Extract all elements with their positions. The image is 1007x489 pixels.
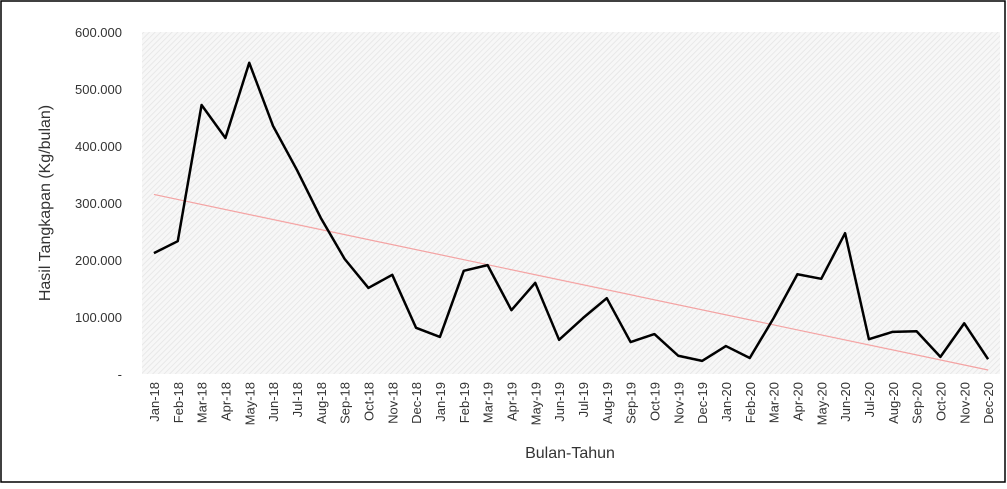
y-tick-label: 200.000 [75, 253, 122, 268]
x-tick-label: May-20 [814, 382, 829, 425]
x-tick-label: Jan-19 [433, 382, 448, 422]
y-tick-label: - [118, 367, 122, 382]
x-tick-label: Feb-20 [743, 382, 758, 423]
x-tick-label: Mar-20 [767, 382, 782, 423]
x-tick-label: Jun-19 [552, 382, 567, 422]
x-tick-label: Oct-18 [361, 382, 376, 421]
x-tick-label: Jan-20 [719, 382, 734, 422]
plot-area [142, 32, 1000, 374]
x-tick-label: Apr-19 [504, 382, 519, 421]
y-tick-label: 300.000 [75, 196, 122, 211]
x-tick-label: Apr-18 [218, 382, 233, 421]
x-axis-title: Bulan-Tahun [525, 445, 615, 462]
x-tick-label: Dec-20 [981, 382, 996, 424]
x-tick-label: Jun-18 [266, 382, 281, 422]
x-tick-label: Apr-20 [790, 382, 805, 421]
y-tick-label: 600.000 [75, 25, 122, 40]
x-tick-label: Feb-19 [457, 382, 472, 423]
x-tick-label: Aug-18 [314, 382, 329, 424]
x-tick-label: Mar-18 [195, 382, 210, 423]
x-tick-label: Jul-18 [290, 382, 305, 417]
x-tick-label: Dec-19 [695, 382, 710, 424]
x-tick-label: Sep-19 [624, 382, 639, 424]
trend-line [153, 193, 989, 371]
x-tick-label: Jul-20 [862, 382, 877, 417]
x-tick-label: Dec-18 [409, 382, 424, 424]
y-tick-label: 400.000 [75, 139, 122, 154]
y-tick-label: 100.000 [75, 310, 122, 325]
x-tick-label: Mar-19 [481, 382, 496, 423]
x-tick-label: Aug-19 [600, 382, 615, 424]
y-axis-title: Hasil Tangkapan (Kg/bulan) [37, 105, 54, 301]
x-tick-label: Oct-19 [647, 382, 662, 421]
x-tick-label: Sep-20 [910, 382, 925, 424]
x-tick-label: May-18 [242, 382, 257, 425]
x-tick-label: Sep-18 [338, 382, 353, 424]
x-tick-label: Aug-20 [886, 382, 901, 424]
x-tick-label: Feb-18 [171, 382, 186, 423]
y-tick-label: 500.000 [75, 82, 122, 97]
x-tick-label: Nov-18 [385, 382, 400, 424]
x-tick-label: Nov-19 [671, 382, 686, 424]
x-tick-label: Oct-20 [933, 382, 948, 421]
x-tick-label: Nov-20 [957, 382, 972, 424]
x-tick-label: Jun-20 [838, 382, 853, 422]
x-tick-label: May-19 [528, 382, 543, 425]
x-tick-label: Jan-18 [147, 382, 162, 422]
x-tick-label: Jul-19 [576, 382, 591, 417]
data-line [153, 61, 990, 363]
